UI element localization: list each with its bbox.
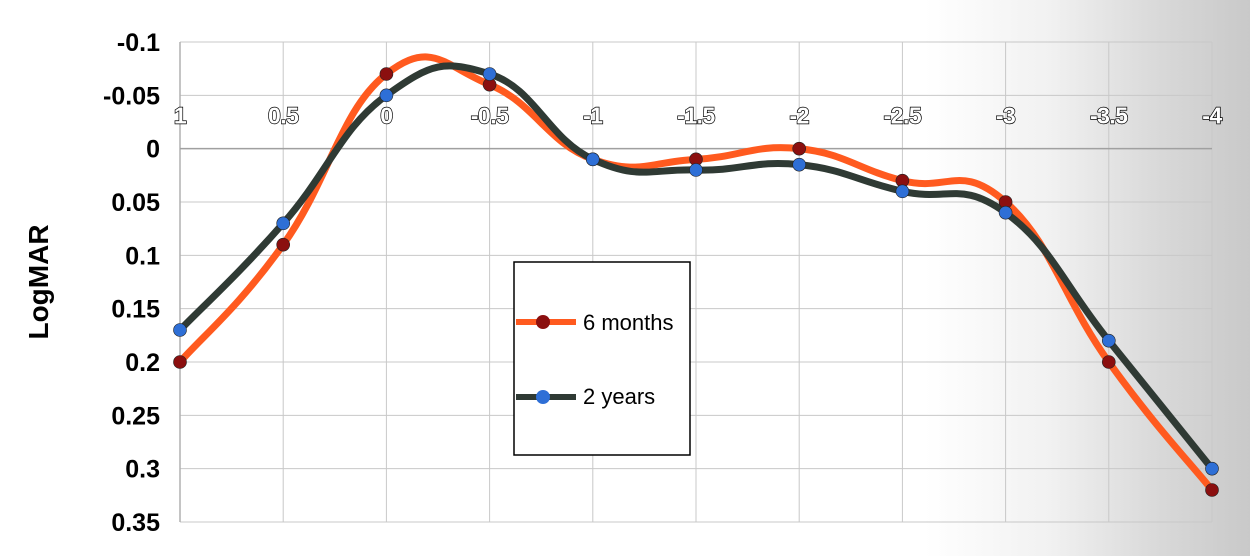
data-point-2-years [1102,333,1116,348]
y-tick-label: 0.25 [111,402,160,430]
x-tick-label: -3.5 [1090,103,1128,129]
gridlines [179,41,1213,523]
data-point-6-months [276,237,291,252]
x-axis-ticks: 1 0.5 0 -0.5 -1 -1.5 -2 -2.5 -3 -3.5 -4 [173,102,1223,129]
x-tick-label: -2 [789,103,808,129]
legend-box [513,261,691,456]
data-markers [173,67,1219,497]
y-tick-label: 0.15 [111,296,160,324]
data-point-6-months [1205,483,1219,497]
data-point-2-years [482,67,497,81]
data-point-6-months [379,67,394,81]
y-tick-label: -0.05 [103,82,160,110]
y-tick-label: 0.05 [111,189,160,217]
legend-marker-6-months [536,315,550,329]
data-point-6-months [173,355,187,369]
data-point-2-years [895,184,910,199]
x-tick-label: -2.5 [884,103,922,129]
y-tick-label: 0.1 [125,242,160,270]
legend-label-2-years: 2 years [583,384,655,409]
data-point-2-years [689,163,703,177]
x-tick-label: -4 [1202,103,1222,129]
x-tick-label: 1 [174,103,187,129]
y-axis-label: LogMAR [23,224,54,339]
data-point-2-years [1205,461,1219,476]
y-tick-label: 0.35 [111,509,160,537]
data-point-2-years [998,205,1013,220]
x-tick-label: -3 [996,103,1015,129]
x-tick-label: 0.5 [268,103,299,129]
y-tick-label: 0.2 [125,349,160,377]
data-point-2-years [792,157,807,172]
y-tick-label: -0.1 [117,29,160,57]
legend-label-6-months: 6 months [583,310,674,335]
data-point-2-years [173,323,187,337]
data-point-6-months [792,141,807,156]
legend: 6 months 2 years [513,261,691,456]
x-tick-label: 0 [380,103,392,129]
data-point-2-years [276,216,291,231]
data-point-6-months [1102,355,1116,369]
data-point-2-years [379,88,394,103]
legend-marker-2-years [536,390,550,404]
x-tick-label: -1 [583,103,603,129]
y-tick-label: 0 [146,136,160,164]
x-tick-label: -1.5 [677,103,715,129]
x-tick-label: -0.5 [471,103,509,129]
y-tick-label: 0.3 [125,456,160,484]
y-axis-ticks: -0.1 -0.05 0 0.05 0.1 0.15 0.2 0.25 0.3 0.35 [103,29,160,537]
data-point-2-years [585,152,600,167]
